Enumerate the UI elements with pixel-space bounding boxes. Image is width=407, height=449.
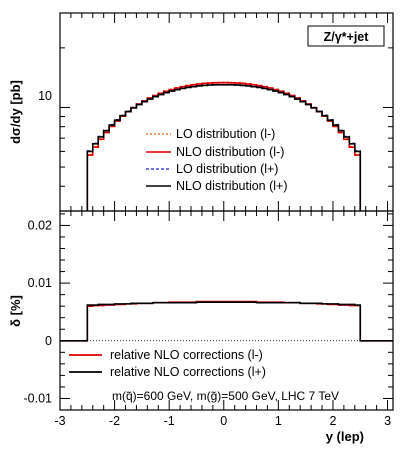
- legend-label-nlo-lplus: NLO distribution (l+): [176, 179, 288, 193]
- x-axis-title: y (lep): [326, 429, 364, 444]
- bottom-plot-frame: [59, 210, 394, 411]
- x-tick-label: -1: [164, 414, 175, 428]
- x-tick-label: 3: [384, 414, 391, 428]
- x-tick-label: 1: [275, 414, 282, 428]
- process-tag: Z/γ*+jet: [324, 30, 370, 44]
- legend-label-lo-lplus: LO distribution (l+): [176, 162, 278, 176]
- y-tick-label: 0: [45, 334, 52, 348]
- top-series-3: [86, 83, 362, 211]
- y-tick-label: 0.02: [28, 218, 52, 232]
- legend-label-rel-lminus: relative NLO corrections (l-): [110, 348, 263, 362]
- bottom-series-1: [60, 301, 393, 342]
- top-panel: 10 dσ/dy [pb] Z/γ*+jet LO distribution (…: [8, 12, 394, 212]
- bottom-y-axis-title: δ [%]: [8, 295, 23, 327]
- top-series-group: [86, 81, 362, 211]
- legend-label-nlo-lminus: NLO distribution (l-): [176, 145, 284, 159]
- bottom-axes: -3 -2 -1 0 1 2 3 -0.01 0 0.01 0.02: [24, 211, 393, 428]
- x-tick-label: -3: [54, 414, 65, 428]
- x-tick-label: 2: [329, 414, 336, 428]
- bottom-panel: -3 -2 -1 0 1 2 3 -0.01 0 0.01 0.02 δ [%] y (lep) r…: [8, 210, 394, 444]
- y-tick-label: -0.01: [24, 391, 53, 405]
- x-tick-label: 0: [220, 414, 227, 428]
- top-y-tick-label: 10: [38, 89, 52, 103]
- legend-label-rel-lplus: relative NLO corrections (l+): [110, 365, 266, 379]
- bottom-series-0: [60, 300, 393, 342]
- bottom-series-group: [60, 300, 393, 342]
- process-tag-box: [307, 25, 385, 47]
- legend-label-lo-lminus: LO distribution (l-): [176, 127, 275, 141]
- top-y-axis-title: dσ/dy [pb]: [8, 80, 23, 144]
- y-tick-label: 0.01: [28, 276, 52, 290]
- x-tick-label: -2: [109, 414, 120, 428]
- top-y-ticks: [60, 12, 393, 187]
- bottom-legend: relative NLO corrections (l-) relative N…: [69, 348, 266, 379]
- mass-lhc-note: m(q̃)=600 GeV, m(g̃)=500 GeV, LHC 7 TeV: [112, 389, 339, 403]
- top-legend: LO distribution (l-) NLO distribution (l…: [146, 127, 288, 193]
- top-x-ticks: [59, 13, 389, 211]
